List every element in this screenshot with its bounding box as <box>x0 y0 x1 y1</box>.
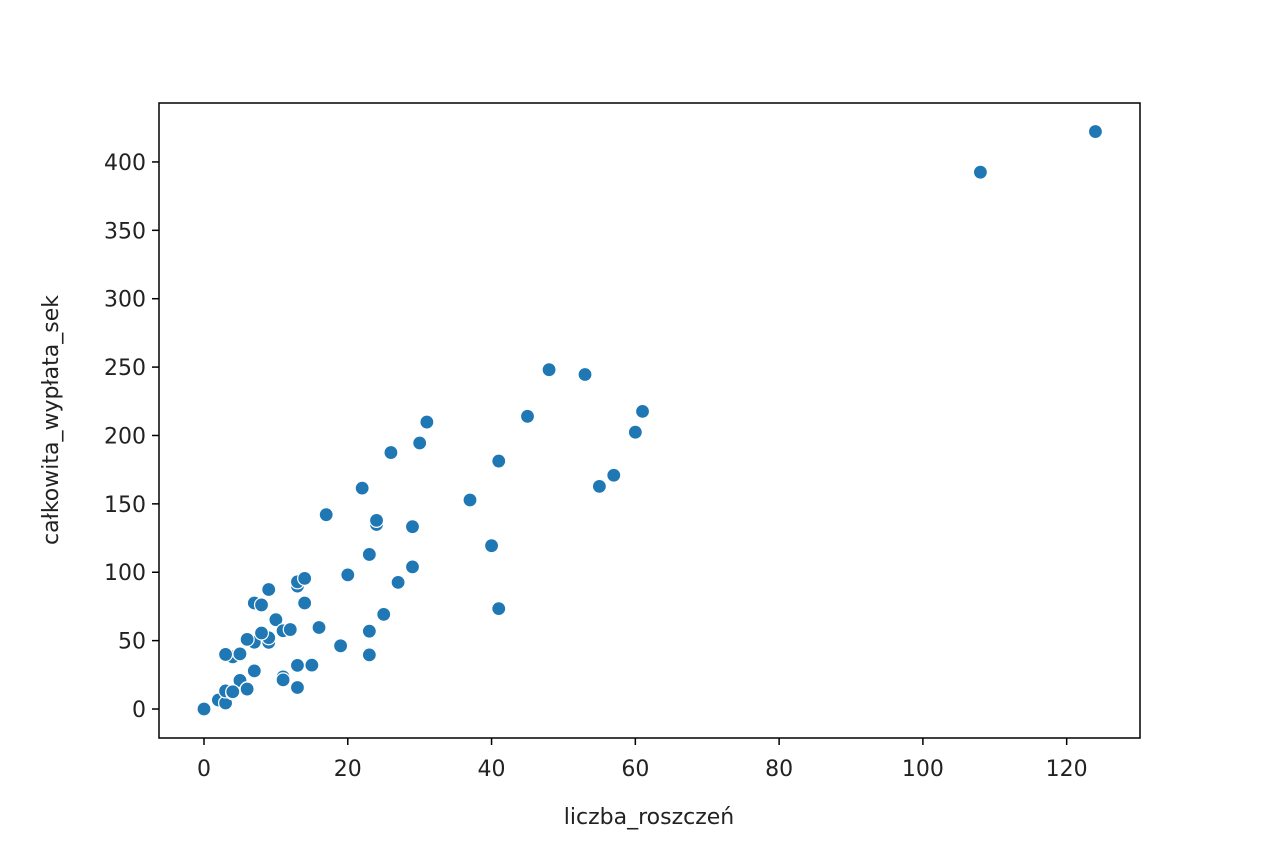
point <box>419 414 435 430</box>
x-tick-label: 20 <box>334 757 362 782</box>
point <box>412 435 428 451</box>
point <box>462 492 478 508</box>
y-tick-label: 350 <box>104 219 146 244</box>
point <box>491 453 507 469</box>
point <box>268 612 284 628</box>
point <box>217 646 234 663</box>
point <box>577 366 593 383</box>
point <box>606 467 622 483</box>
y-tick-label: 200 <box>104 424 146 449</box>
point <box>297 570 313 586</box>
point <box>239 681 255 697</box>
point <box>225 684 241 700</box>
point <box>246 663 262 679</box>
point <box>383 444 399 461</box>
y-tick-label: 50 <box>118 630 146 655</box>
point <box>239 631 255 647</box>
point <box>404 559 421 575</box>
x-tick-label: 0 <box>197 757 211 782</box>
point <box>361 647 377 663</box>
x-axis-label: liczba_roszczeń <box>564 805 734 830</box>
x-tick-label: 80 <box>765 757 793 782</box>
x-tick-label: 40 <box>478 757 506 782</box>
y-tick-label: 400 <box>104 151 146 176</box>
point <box>318 507 334 523</box>
point <box>253 625 270 641</box>
point <box>354 480 370 496</box>
point <box>361 623 377 639</box>
point <box>275 672 291 688</box>
point <box>253 597 270 613</box>
point <box>483 538 500 554</box>
x-tick-label: 60 <box>621 757 649 782</box>
point <box>282 621 298 638</box>
plot-frame <box>158 102 1141 739</box>
point <box>289 657 306 673</box>
point <box>972 164 989 180</box>
x-tick-label: 100 <box>902 757 944 782</box>
point <box>361 546 377 563</box>
point <box>232 646 248 662</box>
y-axis-label: całkowita_wypłata_sek <box>39 295 64 545</box>
y-tick-label: 100 <box>104 561 146 586</box>
point <box>404 519 421 535</box>
point <box>368 512 385 529</box>
point <box>519 408 536 424</box>
point <box>634 403 651 420</box>
point <box>627 424 643 440</box>
point <box>261 581 277 598</box>
point <box>297 595 313 611</box>
y-tick-label: 0 <box>132 698 146 723</box>
y-tick-label: 250 <box>104 356 146 381</box>
point <box>1087 123 1104 140</box>
point <box>332 638 349 654</box>
point <box>390 574 406 590</box>
point <box>196 701 212 717</box>
point <box>304 657 320 673</box>
point <box>340 567 356 583</box>
point <box>311 619 327 636</box>
point <box>491 601 507 617</box>
x-tick-label: 120 <box>1046 757 1088 782</box>
point <box>541 362 557 378</box>
point <box>289 679 306 696</box>
y-tick-label: 150 <box>104 493 146 518</box>
point <box>591 478 607 494</box>
point <box>376 606 392 622</box>
y-tick-label: 300 <box>104 288 146 313</box>
